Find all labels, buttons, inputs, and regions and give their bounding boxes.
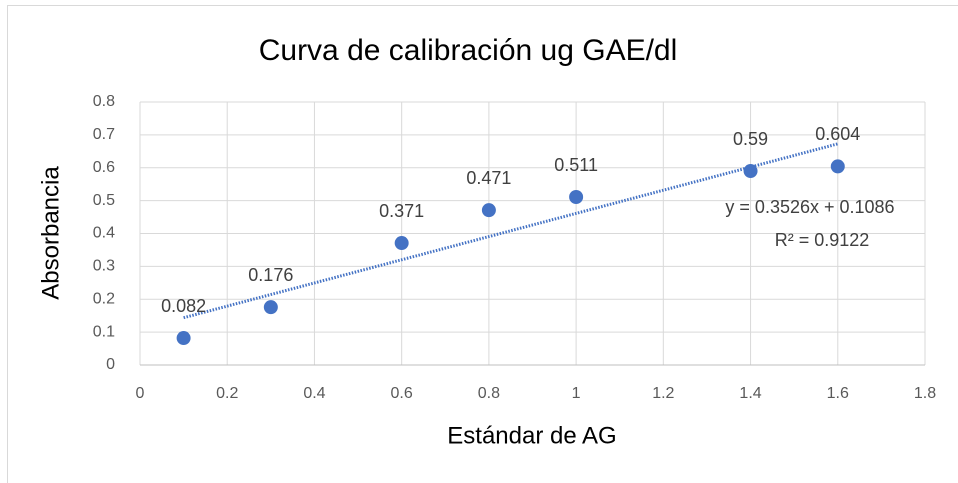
trendline <box>183 142 839 320</box>
x-axis-label: Estándar de AG <box>447 422 616 449</box>
y-tick-label: 0 <box>106 356 115 373</box>
chart-title: Curva de calibración ug GAE/dl <box>259 34 678 67</box>
data-point <box>743 164 758 179</box>
x-tick-label: 1.6 <box>827 385 849 402</box>
x-tick-label: 0.6 <box>391 385 413 402</box>
data-point <box>263 300 278 315</box>
data-label: 0.371 <box>379 201 424 221</box>
y-tick-label: 0.1 <box>93 323 115 340</box>
data-point <box>830 159 845 174</box>
x-tick-label: 0.4 <box>303 385 325 402</box>
y-tick-label: 0.2 <box>93 290 115 307</box>
y-tick-label: 0.3 <box>93 258 115 275</box>
y-tick-label: 0.7 <box>93 126 115 143</box>
x-tick-label: 0.8 <box>478 385 500 402</box>
x-tick-label: 1.2 <box>652 385 674 402</box>
data-label: 0.511 <box>554 155 598 175</box>
y-tick-label: 0.6 <box>93 159 115 176</box>
x-tick-label: 0.2 <box>216 385 238 402</box>
x-tick-label: 1.8 <box>914 385 936 402</box>
y-tick-label: 0.4 <box>93 225 115 242</box>
y-tick-label: 0.5 <box>93 192 115 209</box>
data-point <box>481 203 496 218</box>
data-point <box>394 236 409 251</box>
y-tick-label: 0.8 <box>93 93 115 110</box>
data-point <box>569 190 584 205</box>
data-label: 0.471 <box>466 168 511 188</box>
data-label: 0.604 <box>815 124 860 144</box>
y-axis-label: Absorbancia <box>37 166 64 300</box>
x-tick-label: 1.4 <box>739 385 761 402</box>
data-label: 0.59 <box>733 129 768 149</box>
data-label: 0.082 <box>161 296 206 316</box>
data-point <box>176 331 191 346</box>
trendline-r-squared: R² = 0.9122 <box>775 230 870 250</box>
data-label: 0.176 <box>248 265 293 285</box>
trendline-equation: y = 0.3526x + 0.1086 <box>725 197 894 217</box>
chart-border <box>7 5 958 483</box>
x-tick-label: 0 <box>136 385 145 402</box>
x-tick-label: 1 <box>572 385 581 402</box>
